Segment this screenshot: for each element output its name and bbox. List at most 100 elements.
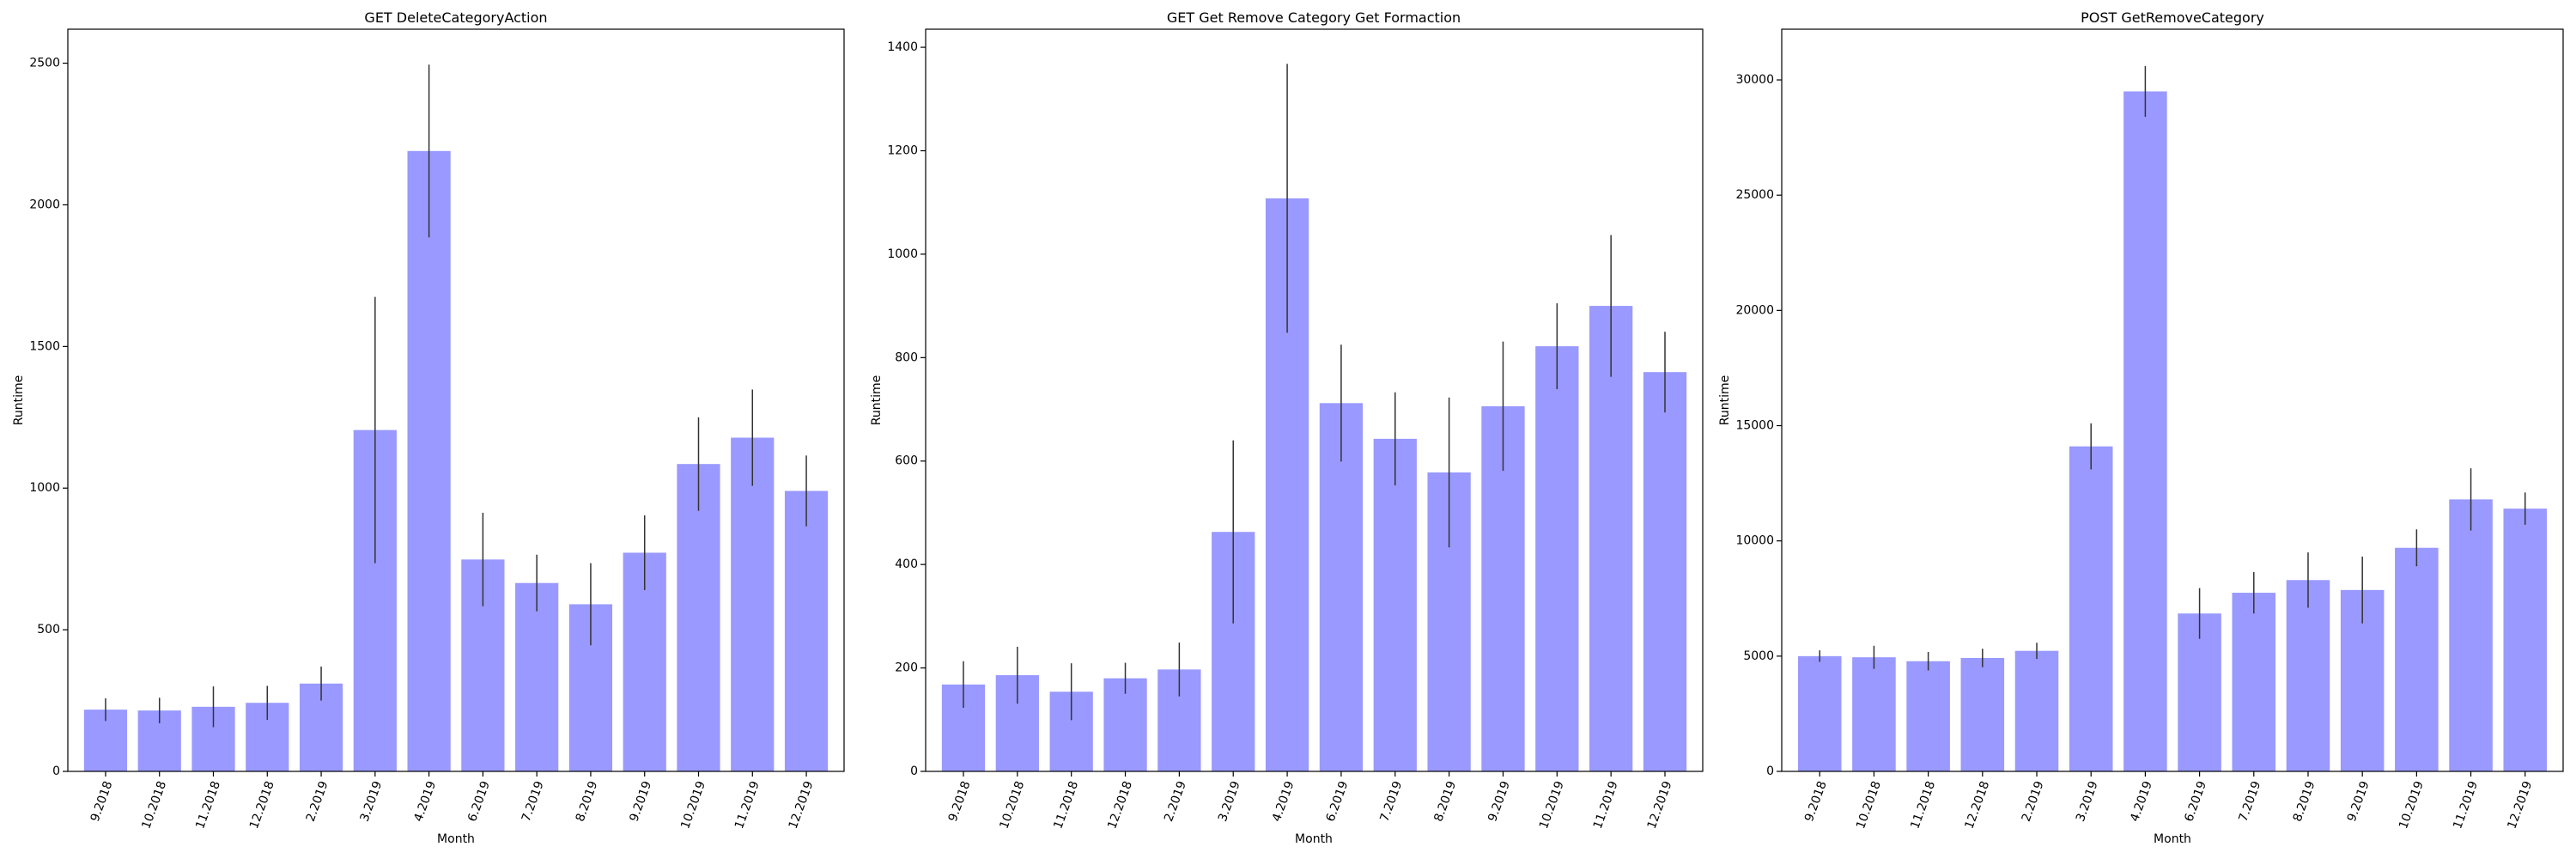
panel-2-plot-frame [925, 28, 1704, 772]
y-tick-label: 600 [895, 454, 918, 468]
y-tick-label: 10000 [1735, 534, 1774, 548]
bar-4.2019 [407, 150, 451, 772]
panel-1: GET DeleteCategoryAction Runtime Month 9… [12, 9, 845, 846]
panel-3-plot-frame [1781, 28, 2564, 772]
panel-3-ylabel: Runtime [1718, 375, 1732, 425]
x-tick-label: 2.2019 [2020, 779, 2047, 824]
bar-2.2019 [2014, 650, 2059, 771]
x-tick-label: 3.2019 [358, 779, 386, 824]
y-tick-label: 500 [37, 623, 60, 637]
x-tick-label: 4.2019 [2128, 779, 2155, 824]
bar-8.2019 [2286, 580, 2330, 771]
bar-12.2019 [2503, 509, 2548, 771]
x-tick-label: 11.2018 [1051, 779, 1081, 831]
panel-3-xlabel: Month [2154, 832, 2191, 846]
bar-11.2018 [1906, 661, 1950, 771]
y-tick-label: 30000 [1735, 73, 1774, 87]
y-tick-label: 200 [895, 661, 918, 675]
y-tick-label: 1200 [887, 143, 918, 157]
y-tick-label: 400 [895, 557, 918, 571]
y-tick-label: 1000 [29, 481, 60, 495]
x-tick-label: 7.2019 [1377, 779, 1405, 824]
panel-2: GET Get Remove Category Get Formaction R… [870, 9, 1704, 846]
panel-1-plot-frame [67, 28, 845, 772]
y-tick-label: 15000 [1735, 419, 1774, 433]
bar-12.2018 [1960, 657, 2005, 771]
x-tick-label: 6.2019 [1324, 779, 1352, 824]
bar-11.2019 [731, 437, 775, 771]
bar-9.2018 [1797, 655, 1842, 771]
x-tick-label: 9.2019 [2345, 779, 2372, 824]
x-tick-label: 12.2018 [247, 779, 277, 831]
bar-10.2019 [2395, 547, 2439, 771]
x-tick-label: 9.2018 [1802, 779, 1830, 824]
x-tick-label: 10.2019 [2397, 779, 2427, 831]
x-tick-label: 2.2019 [1162, 779, 1189, 824]
y-tick-label: 5000 [1743, 649, 1774, 663]
x-tick-label: 12.2018 [1962, 779, 1992, 831]
bar-4.2019 [2123, 91, 2167, 771]
x-tick-label: 10.2018 [139, 779, 169, 831]
bar-6.2019 [1319, 403, 1364, 771]
bar-11.2019 [1589, 306, 1633, 771]
bar-7.2019 [515, 582, 559, 771]
y-tick-label: 800 [895, 350, 918, 364]
y-tick-label: 0 [910, 765, 918, 778]
x-tick-label: 8.2019 [2291, 779, 2318, 824]
y-tick-label: 0 [52, 765, 60, 778]
y-tick-label: 0 [1766, 765, 1774, 778]
x-tick-label: 11.2019 [732, 779, 762, 831]
bar-11.2019 [2449, 499, 2493, 771]
x-tick-label: 9.2018 [88, 779, 116, 824]
panel-3-bars [1797, 65, 2548, 771]
bar-7.2019 [2232, 593, 2276, 771]
x-tick-label: 10.2019 [1537, 779, 1567, 831]
bar-6.2019 [2178, 613, 2221, 771]
panel-2-title: GET Get Remove Category Get Formaction [1167, 9, 1461, 26]
panel-1-bars [83, 64, 829, 772]
x-tick-label: 4.2019 [411, 779, 439, 824]
bar-3.2019 [2069, 446, 2113, 771]
y-tick-label: 25000 [1735, 188, 1774, 202]
x-tick-label: 7.2019 [2237, 779, 2264, 824]
x-tick-label: 9.2019 [1485, 779, 1513, 824]
x-tick-label: 12.2019 [787, 779, 817, 831]
x-tick-label: 10.2018 [1854, 779, 1884, 831]
x-tick-label: 12.2019 [1645, 779, 1675, 831]
x-tick-label: 8.2019 [574, 779, 601, 824]
y-tick-label: 20000 [1735, 303, 1774, 317]
x-tick-label: 3.2019 [1216, 779, 1243, 824]
y-tick-label: 2500 [29, 57, 60, 70]
x-tick-label: 9.2018 [946, 779, 974, 824]
bar-10.2019 [677, 464, 720, 771]
panel-2-ylabel: Runtime [870, 375, 884, 425]
x-tick-label: 11.2018 [1908, 779, 1938, 831]
x-tick-label: 8.2019 [1431, 779, 1459, 824]
y-tick-label: 1500 [29, 339, 60, 353]
panel-3: POST GetRemoveCategory Runtime Month 9.2… [1718, 9, 2564, 846]
x-tick-label: 2.2019 [304, 779, 331, 824]
bar-12.2019 [784, 490, 829, 771]
panel-3-title: POST GetRemoveCategory [2081, 9, 2264, 26]
x-tick-label: 12.2018 [1105, 779, 1135, 831]
x-tick-label: 4.2019 [1270, 779, 1297, 824]
x-tick-label: 10.2018 [998, 779, 1028, 831]
x-tick-label: 11.2018 [193, 779, 223, 831]
x-tick-label: 12.2019 [2505, 779, 2535, 831]
x-tick-label: 6.2019 [465, 779, 493, 824]
bar-12.2019 [1643, 372, 1687, 771]
x-tick-label: 11.2019 [1591, 779, 1621, 831]
x-tick-label: 9.2019 [627, 779, 654, 824]
panel-2-bars [941, 64, 1687, 772]
panel-1-ylabel: Runtime [12, 375, 26, 425]
bar-10.2019 [1535, 346, 1579, 771]
y-tick-label: 1400 [887, 40, 918, 54]
y-tick-label: 2000 [29, 198, 60, 211]
bar-10.2018 [1852, 657, 1896, 771]
x-tick-label: 7.2019 [519, 779, 547, 824]
x-tick-label: 3.2019 [2074, 779, 2101, 824]
x-tick-label: 6.2019 [2182, 779, 2209, 824]
y-tick-label: 1000 [887, 247, 918, 261]
x-tick-label: 10.2019 [678, 779, 708, 831]
